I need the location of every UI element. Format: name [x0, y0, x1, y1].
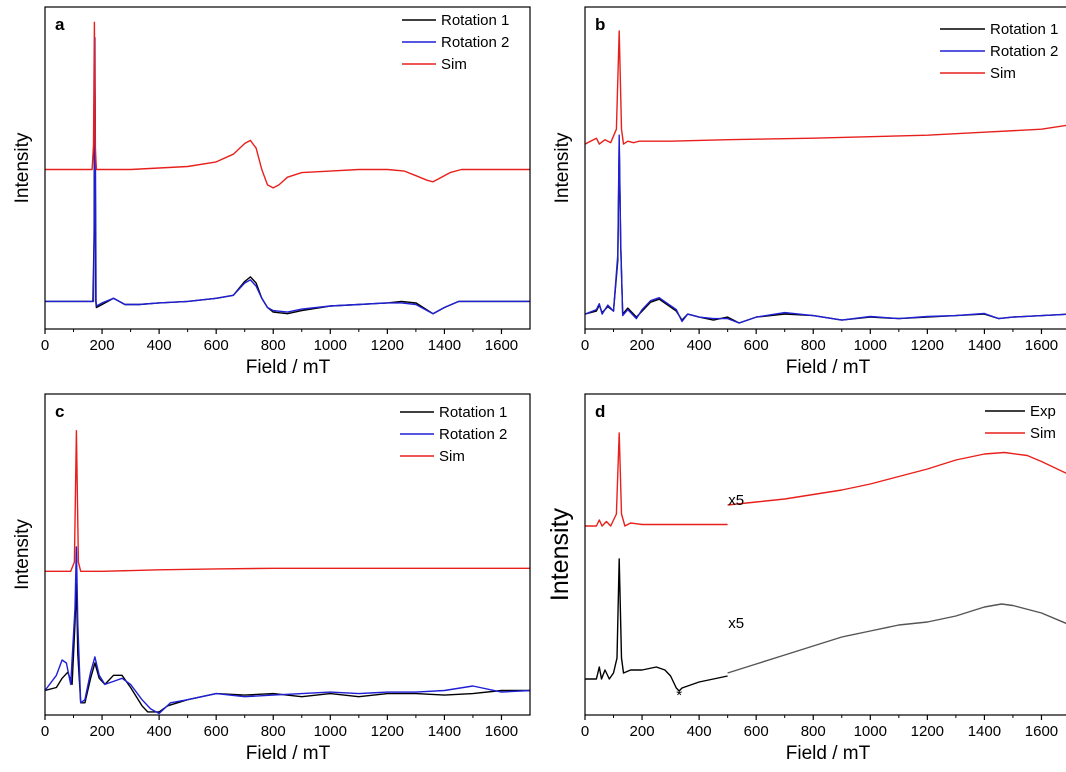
series-line-rotation-2: [45, 37, 530, 315]
x-tick-label: 400: [687, 723, 712, 740]
series-line-sim: [45, 21, 530, 189]
x-tick-label: 1600: [485, 723, 518, 740]
legend-label: Exp: [1030, 403, 1056, 420]
y-axis-title: Intensity: [546, 507, 574, 601]
x-tick-label: 1400: [428, 723, 461, 740]
x-tick-label: 600: [204, 723, 229, 740]
x-tick-label: 0: [41, 723, 49, 740]
plot-frame: [44, 6, 531, 330]
x-axis-title: Field / mT: [246, 357, 331, 378]
series-line-rotation-1: [585, 143, 1066, 324]
x-tick-label: 600: [744, 723, 769, 740]
panel-a: 0 200 400 600 800 1000 1200 1400 1600 Field / mT I…: [12, 6, 531, 378]
plot-area: [585, 30, 1066, 324]
legend-label: Rotation 2: [990, 43, 1058, 60]
series-line-exp: [585, 558, 728, 692]
legend-label: Sim: [1030, 425, 1056, 442]
scale-annotation: x5: [728, 492, 744, 509]
series-line-sim: [585, 30, 1066, 145]
x-tick-label: 1200: [911, 723, 944, 740]
series-line-rotation-1: [45, 582, 530, 713]
series-line-rotation-2: [585, 134, 1066, 324]
x-tick-label: 1400: [968, 723, 1001, 740]
legend-label: Sim: [439, 448, 465, 465]
series-line-rotation-2: [45, 546, 530, 715]
series-line-sim: [45, 430, 530, 572]
panel-b: 0 200 400 600 800 1000 1200 1400 1600 Field / mT I…: [552, 6, 1066, 378]
x-tick-label: 800: [801, 723, 826, 740]
x-tick-label: 0: [41, 337, 49, 354]
series-line-sim: [585, 432, 728, 527]
x-tick-label: 600: [204, 337, 229, 354]
plot-frame: [584, 6, 1066, 330]
panel-label: d: [595, 402, 605, 421]
x-tick-label: 1000: [314, 723, 347, 740]
panel-label: a: [55, 15, 65, 34]
plot-area: [45, 430, 530, 715]
x-tick-label: 800: [261, 723, 286, 740]
x-tick-label: 1200: [371, 337, 404, 354]
x-tick-label: 400: [147, 723, 172, 740]
x-axis-title: Field / mT: [786, 357, 871, 378]
legend-label: Rotation 1: [990, 21, 1058, 38]
series-line-rotation-1: [45, 43, 530, 315]
x-tick-label: 1000: [854, 337, 887, 354]
x-tick-label: 1400: [428, 337, 461, 354]
scale-annotation: x5: [728, 615, 744, 632]
x-tick-label: 400: [147, 337, 172, 354]
x-tick-label: 1200: [371, 723, 404, 740]
series-line-sim-x5: [727, 451, 1066, 506]
x-tick-label: 400: [687, 337, 712, 354]
asterisk-annotation: *: [676, 687, 682, 704]
y-axis-title: Intensity: [12, 132, 33, 203]
x-tick-label: 200: [90, 337, 115, 354]
legend-label: Rotation 1: [439, 404, 507, 421]
x-tick-label: 1200: [911, 337, 944, 354]
x-tick-label: 1600: [1025, 723, 1058, 740]
x-tick-label: 200: [630, 723, 655, 740]
legend-label: Sim: [441, 56, 467, 73]
x-axis-title: Field / mT: [786, 743, 871, 764]
x-axis-title: Field / mT: [246, 743, 331, 764]
panel-c: 0 200 400 600 800 1000 1200 1400 1600 Field / mT I…: [12, 393, 531, 764]
x-tick-label: 0: [581, 337, 589, 354]
x-tick-label: 1000: [314, 337, 347, 354]
legend-label: Sim: [990, 65, 1016, 82]
x-tick-label: 1400: [968, 337, 1001, 354]
x-tick-label: 800: [261, 337, 286, 354]
panel-label: c: [55, 402, 64, 421]
x-tick-label: 1600: [1025, 337, 1058, 354]
plot-frame: [44, 393, 531, 716]
series-line-exp-x5: [727, 603, 1066, 674]
x-tick-label: 1000: [854, 723, 887, 740]
legend-label: Rotation 1: [441, 12, 509, 29]
legend-label: Rotation 2: [439, 426, 507, 443]
plot-area: [45, 21, 530, 315]
panel-label: b: [595, 15, 605, 34]
plot-frame: [584, 393, 1066, 716]
panel-d: 0 200 400 600 800 1000 1200 1400 1600 Field / mT I…: [546, 393, 1066, 764]
x-tick-label: 200: [630, 337, 655, 354]
x-tick-label: 1600: [485, 337, 518, 354]
y-axis-title: Intensity: [552, 132, 573, 203]
legend-label: Rotation 2: [441, 34, 509, 51]
y-axis-title: Intensity: [12, 519, 33, 590]
x-tick-label: 800: [801, 337, 826, 354]
x-tick-label: 600: [744, 337, 769, 354]
x-tick-label: 0: [581, 723, 589, 740]
plot-area: [585, 432, 1066, 692]
x-tick-label: 200: [90, 723, 115, 740]
